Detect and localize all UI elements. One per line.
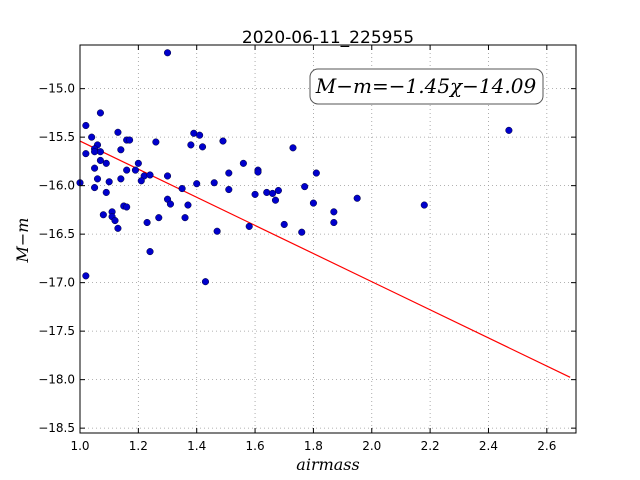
equation-text: M−m=−1.45χ−14.09 bbox=[315, 74, 537, 98]
data-point bbox=[82, 150, 90, 158]
data-point bbox=[181, 214, 189, 222]
data-point bbox=[184, 201, 192, 209]
data-point bbox=[213, 227, 221, 235]
data-point bbox=[309, 199, 317, 207]
x-axis-label: airmass bbox=[296, 455, 359, 474]
y-tick-labels: −15.0 −15.5 −16.0 −16.5 −17.0 −17.5 −18.0 −18.5 bbox=[38, 82, 75, 435]
data-point bbox=[102, 159, 110, 167]
data-point bbox=[105, 178, 113, 186]
data-point bbox=[163, 172, 172, 180]
data-point bbox=[93, 175, 102, 183]
data-point bbox=[178, 185, 186, 193]
y-tick-label: −16.5 bbox=[38, 227, 75, 241]
y-tick-label: −15.0 bbox=[38, 82, 75, 96]
data-point bbox=[111, 217, 119, 225]
data-point bbox=[96, 156, 104, 164]
data-point bbox=[166, 200, 174, 208]
fit-line-layer bbox=[79, 140, 571, 378]
data-point bbox=[505, 126, 513, 134]
data-point bbox=[239, 159, 247, 167]
data-point bbox=[196, 131, 204, 139]
data-point bbox=[219, 137, 227, 145]
data-point bbox=[198, 143, 207, 151]
data-point bbox=[134, 159, 142, 167]
data-point bbox=[82, 121, 90, 130]
y-tick-label: −17.0 bbox=[38, 276, 75, 290]
data-point bbox=[114, 224, 122, 232]
data-point bbox=[123, 203, 131, 211]
data-point bbox=[146, 171, 154, 179]
data-point bbox=[274, 186, 282, 195]
y-tick-label: −17.5 bbox=[38, 324, 75, 338]
data-point bbox=[254, 168, 262, 176]
x-tick-label: 1.0 bbox=[70, 439, 89, 453]
data-point bbox=[353, 194, 361, 202]
data-point bbox=[225, 185, 233, 194]
x-tick-label: 1.2 bbox=[129, 439, 148, 453]
data-point bbox=[117, 146, 125, 154]
x-tick-labels: 1.0 1.2 1.4 1.6 1.8 2.0 2.2 2.4 2.6 bbox=[70, 439, 556, 453]
equation-box bbox=[309, 68, 544, 105]
data-point bbox=[126, 136, 134, 144]
data-point bbox=[298, 228, 306, 236]
data-point bbox=[117, 175, 125, 183]
data-point bbox=[263, 188, 271, 196]
data-point bbox=[225, 169, 233, 177]
y-tick-label: −16.0 bbox=[38, 179, 75, 193]
data-point bbox=[280, 220, 288, 228]
data-point bbox=[289, 144, 297, 152]
data-point bbox=[187, 141, 195, 149]
data-point bbox=[91, 184, 99, 192]
data-point bbox=[201, 278, 210, 286]
data-points bbox=[76, 49, 513, 286]
data-point bbox=[131, 166, 139, 174]
data-point bbox=[91, 164, 99, 172]
data-point bbox=[152, 138, 160, 146]
data-point bbox=[193, 180, 201, 188]
data-point bbox=[137, 177, 145, 185]
x-tick-label: 2.4 bbox=[479, 439, 498, 453]
equation-annotation: M−m=−1.45χ−14.09 bbox=[309, 68, 544, 105]
x-tick-label: 2.6 bbox=[537, 439, 556, 453]
data-point bbox=[330, 218, 338, 227]
data-point bbox=[301, 183, 309, 191]
x-tick-label: 2.2 bbox=[421, 439, 440, 453]
data-point bbox=[143, 218, 151, 227]
data-point bbox=[330, 208, 338, 216]
x-tick-label: 1.6 bbox=[246, 439, 265, 453]
data-point bbox=[163, 49, 172, 57]
fit-line bbox=[79, 140, 571, 378]
x-tick-label: 1.8 bbox=[304, 439, 323, 453]
data-point bbox=[155, 214, 163, 222]
data-point bbox=[245, 222, 253, 230]
data-point bbox=[102, 188, 110, 196]
axis-ticks bbox=[79, 45, 576, 433]
y-tick-label: −18.0 bbox=[38, 373, 75, 387]
y-tick-label: −18.5 bbox=[38, 421, 75, 435]
data-point bbox=[146, 248, 154, 256]
y-axis-label: M−m bbox=[13, 218, 32, 264]
data-point bbox=[312, 169, 320, 177]
data-point bbox=[271, 196, 280, 204]
data-point bbox=[251, 190, 259, 198]
data-point bbox=[82, 272, 90, 280]
data-point bbox=[123, 166, 131, 174]
data-point bbox=[96, 109, 104, 117]
x-tick-label: 1.4 bbox=[187, 439, 206, 453]
chart-title: 2020-06-11_225955 bbox=[242, 28, 414, 48]
data-point bbox=[88, 133, 96, 141]
data-point bbox=[420, 201, 428, 209]
data-point bbox=[114, 128, 122, 136]
data-point bbox=[269, 189, 277, 197]
x-tick-label: 2.0 bbox=[362, 439, 381, 453]
data-point bbox=[99, 211, 107, 219]
data-point bbox=[210, 179, 218, 187]
plot-frame bbox=[79, 44, 577, 434]
data-point bbox=[91, 148, 99, 156]
y-tick-label: −15.5 bbox=[38, 130, 75, 144]
